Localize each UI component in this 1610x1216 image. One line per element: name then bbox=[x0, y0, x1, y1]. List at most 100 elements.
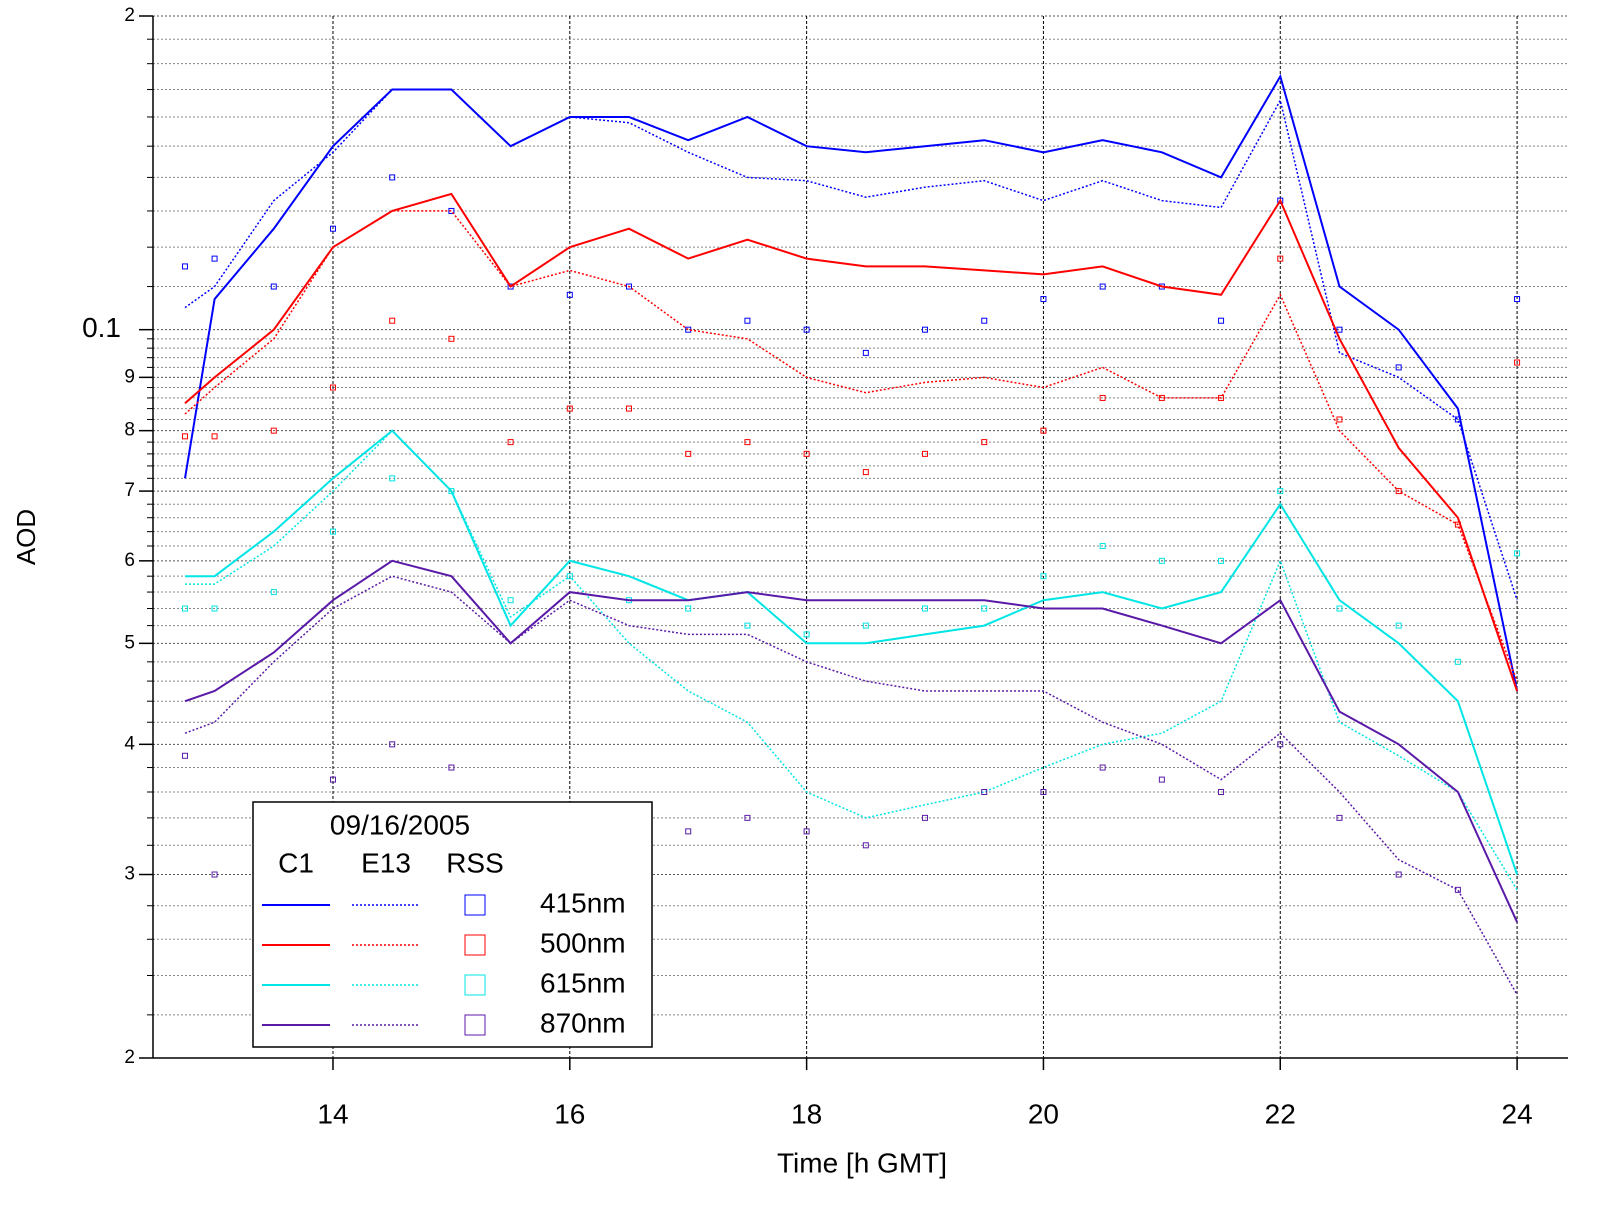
c1-line bbox=[184, 559, 1519, 923]
rss-point bbox=[389, 317, 396, 324]
rss-point bbox=[1395, 871, 1402, 878]
rss-point bbox=[1099, 283, 1106, 290]
y-axis-label: AOD bbox=[11, 509, 41, 565]
y-tick-label: 5 bbox=[124, 632, 135, 653]
rss-point bbox=[1277, 197, 1284, 204]
rss-point bbox=[389, 174, 396, 181]
rss-point bbox=[1218, 394, 1225, 401]
y-tick-label: 6 bbox=[124, 550, 135, 571]
rss-point bbox=[448, 207, 455, 214]
rss-point bbox=[981, 605, 988, 612]
rss-point bbox=[181, 263, 188, 270]
legend-label: 500nm bbox=[540, 927, 626, 958]
x-tick-label: 18 bbox=[791, 1098, 822, 1129]
rss-point bbox=[181, 752, 188, 759]
rss-point bbox=[1099, 764, 1106, 771]
rss-point bbox=[922, 814, 929, 821]
rss-point bbox=[1454, 521, 1461, 528]
rss-point bbox=[1158, 776, 1165, 783]
rss-point bbox=[803, 326, 810, 333]
legend-label: 615nm bbox=[540, 967, 626, 998]
x-tick-label: 16 bbox=[554, 1098, 585, 1129]
rss-point bbox=[1099, 543, 1106, 550]
rss-point bbox=[1040, 789, 1047, 796]
legend-header: E13 bbox=[361, 847, 411, 878]
rss-point bbox=[862, 622, 869, 629]
rss-point bbox=[1218, 557, 1225, 564]
rss-point bbox=[566, 573, 573, 580]
e13-line bbox=[184, 575, 1518, 996]
x-axis-label: Time [h GMT] bbox=[777, 1147, 947, 1178]
x-tick-label: 20 bbox=[1028, 1098, 1059, 1129]
rss-point bbox=[1395, 364, 1402, 371]
rss-point bbox=[507, 597, 514, 604]
rss-point bbox=[744, 622, 751, 629]
rss-point bbox=[270, 589, 277, 596]
rss-point bbox=[1040, 296, 1047, 303]
legend-rss bbox=[464, 974, 486, 996]
rss-point bbox=[1395, 488, 1402, 495]
legend-label: 870nm bbox=[540, 1007, 626, 1038]
y-tick-label: 2 bbox=[124, 5, 135, 26]
rss-point bbox=[211, 605, 218, 612]
rss-point bbox=[329, 776, 336, 783]
legend-header: C1 bbox=[278, 847, 314, 878]
y-tick-label: 8 bbox=[124, 420, 135, 441]
rss-point bbox=[1514, 550, 1521, 557]
y-tick-label: 9 bbox=[124, 366, 135, 387]
y-tick-label: 4 bbox=[124, 733, 135, 754]
legend-title: 09/16/2005 bbox=[330, 809, 470, 840]
rss-point bbox=[744, 439, 751, 446]
rss-point bbox=[448, 335, 455, 342]
rss-point bbox=[448, 764, 455, 771]
rss-point bbox=[803, 828, 810, 835]
e13-line bbox=[184, 88, 1518, 601]
rss-point bbox=[1454, 886, 1461, 893]
rss-point bbox=[744, 317, 751, 324]
rss-point bbox=[1277, 255, 1284, 262]
rss-point bbox=[1158, 394, 1165, 401]
rss-point bbox=[1277, 488, 1284, 495]
rss-point bbox=[1218, 789, 1225, 796]
rss-point bbox=[566, 405, 573, 412]
x-tick-label: 14 bbox=[317, 1098, 348, 1129]
rss-point bbox=[1040, 427, 1047, 434]
x-tick-label: 22 bbox=[1265, 1098, 1296, 1129]
legend-header: RSS bbox=[446, 847, 504, 878]
y-tick-label: 0.1 bbox=[82, 312, 121, 343]
rss-point bbox=[862, 349, 869, 356]
legend-box bbox=[252, 801, 653, 1048]
c1-line bbox=[184, 73, 1519, 692]
e13-line bbox=[184, 210, 1518, 682]
legend-rss bbox=[464, 934, 486, 956]
rss-point bbox=[1336, 416, 1343, 423]
rss-point bbox=[1454, 416, 1461, 423]
rss-point bbox=[1336, 814, 1343, 821]
rss-point bbox=[922, 326, 929, 333]
rss-point bbox=[744, 814, 751, 821]
rss-point bbox=[211, 255, 218, 262]
c1-line bbox=[185, 429, 1519, 875]
rss-point bbox=[270, 283, 277, 290]
rss-point bbox=[1040, 573, 1047, 580]
rss-point bbox=[1454, 658, 1461, 665]
rss-point bbox=[1277, 741, 1284, 748]
x-tick-label: 24 bbox=[1502, 1098, 1533, 1129]
rss-point bbox=[507, 439, 514, 446]
rss-point bbox=[626, 283, 633, 290]
rss-point bbox=[1158, 557, 1165, 564]
rss-point bbox=[1336, 605, 1343, 612]
rss-point bbox=[1336, 326, 1343, 333]
rss-point bbox=[626, 405, 633, 412]
rss-point bbox=[862, 469, 869, 476]
rss-point bbox=[211, 871, 218, 878]
y-tick-label: 2 bbox=[124, 1047, 135, 1068]
rss-point bbox=[1099, 394, 1106, 401]
rss-point bbox=[329, 384, 336, 391]
y-tick-label: 3 bbox=[124, 864, 135, 885]
legend-rss bbox=[464, 894, 486, 916]
rss-point bbox=[566, 291, 573, 298]
rss-point bbox=[270, 427, 277, 434]
